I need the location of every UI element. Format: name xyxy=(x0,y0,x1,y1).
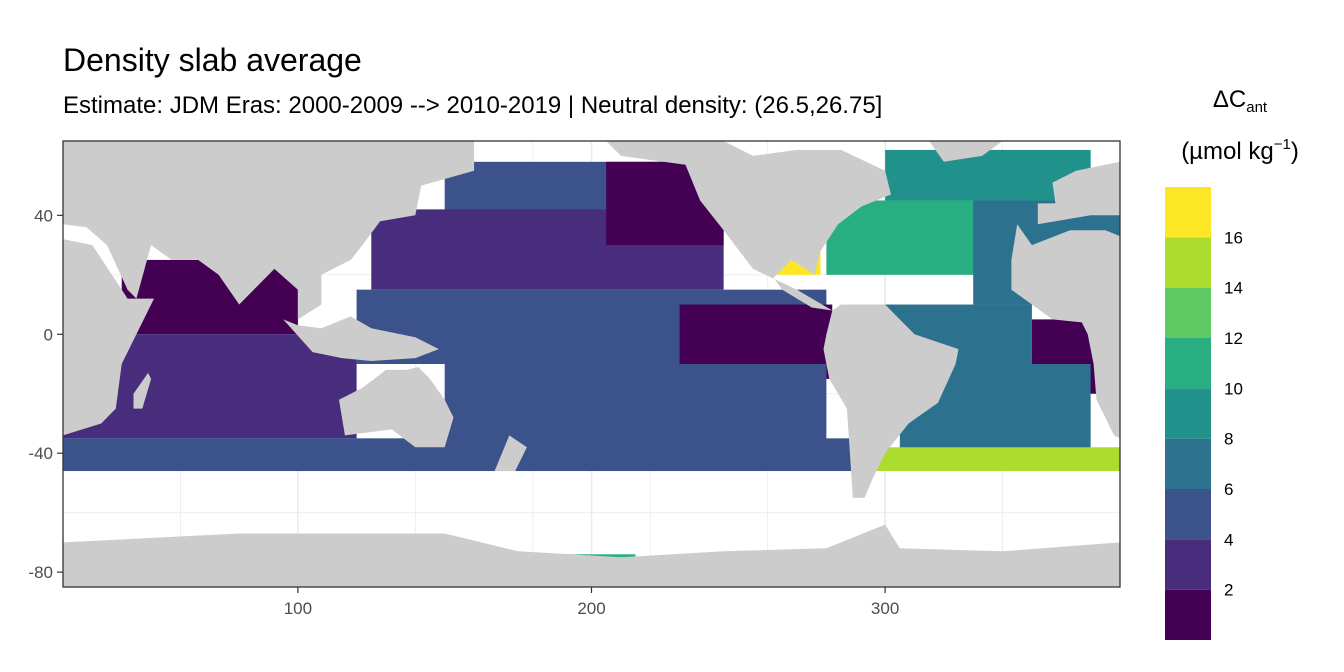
x-tick-label: 200 xyxy=(577,599,605,618)
legend-color-bin xyxy=(1165,539,1211,590)
legend-label: 12 xyxy=(1224,329,1243,348)
land-indonesia xyxy=(283,316,439,361)
legend-color-bin xyxy=(1165,338,1211,389)
legend-label: 4 xyxy=(1224,530,1233,549)
legend-color-bin xyxy=(1165,489,1211,540)
legend-title-subscript: ant xyxy=(1246,99,1268,116)
land-europe xyxy=(1037,161,1120,225)
y-tick-label: -80 xyxy=(28,563,53,582)
legend-color-bin xyxy=(1165,438,1211,489)
legend-color-bin xyxy=(1165,388,1211,439)
land-antarctica xyxy=(63,524,1120,587)
land-americas xyxy=(606,141,959,498)
land-new-zealand xyxy=(494,435,527,471)
legend-title-line1: ΔCant xyxy=(1160,86,1320,116)
land-madagascar xyxy=(133,372,152,409)
legend-title-symbol: ΔC xyxy=(1212,86,1247,113)
legend-color-bin xyxy=(1165,187,1211,238)
legend-title-superscript: −1 xyxy=(1273,136,1291,153)
land-greenland xyxy=(929,141,1003,162)
legend-label: 16 xyxy=(1224,228,1243,247)
x-tick-label: 100 xyxy=(284,599,312,618)
x-tick-label: 300 xyxy=(871,599,899,618)
legend-label: 8 xyxy=(1224,430,1233,449)
legend-label: 2 xyxy=(1224,581,1233,600)
map-panel xyxy=(62,140,1121,588)
color-legend: 2 4 6 8 10 12 14 16 xyxy=(1165,187,1243,640)
legend-label: 6 xyxy=(1224,480,1233,499)
legend-title-unit-prefix: (µmol kg xyxy=(1181,138,1274,165)
legend-color-bin xyxy=(1165,589,1211,640)
ocean-region xyxy=(63,438,856,472)
land-africa xyxy=(1011,224,1120,439)
y-tick-label: -40 xyxy=(28,444,53,463)
land-australia xyxy=(339,367,454,448)
legend-label: 10 xyxy=(1224,379,1243,398)
legend-title-unit-suffix: ) xyxy=(1290,138,1299,165)
y-tick-label: 40 xyxy=(34,206,53,225)
chart-subtitle: Estimate: JDM Eras: 2000-2009 --> 2010-2… xyxy=(63,92,883,119)
chart-title: Density slab average xyxy=(63,42,362,78)
legend-color-bin xyxy=(1165,237,1211,288)
land-masses xyxy=(63,141,1120,587)
land-eurasia xyxy=(63,141,475,320)
legend-color-bin xyxy=(1165,287,1211,338)
legend-label: 14 xyxy=(1224,279,1243,298)
legend-title-line2: (µmol kg−1) xyxy=(1160,136,1320,166)
land-africa-west xyxy=(63,239,154,436)
ocean-region xyxy=(870,447,1120,472)
y-tick-label: 0 xyxy=(44,325,53,344)
